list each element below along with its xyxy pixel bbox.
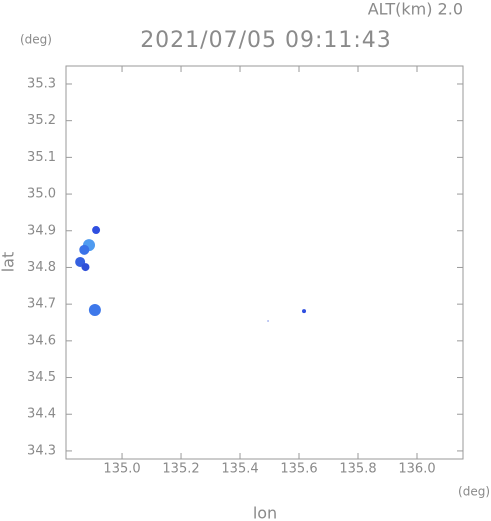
y-tick-label: 34.7 [27, 297, 56, 312]
y-tick-label: 34.6 [27, 333, 56, 348]
y-unit: (deg) [20, 33, 52, 47]
y-tick-label: 35.3 [27, 76, 56, 91]
y-tick-label: 34.3 [27, 443, 56, 458]
y-tick-label: 34.5 [27, 370, 56, 385]
y-tick-label: 34.9 [27, 223, 56, 238]
x-tick-label: 135.0 [103, 462, 140, 477]
x-tick-label: 136.0 [398, 462, 435, 477]
y-tick-label: 35.1 [27, 150, 56, 165]
echo-point [81, 263, 90, 272]
x-tick-label: 135.4 [221, 462, 258, 477]
plot-frame [65, 65, 464, 460]
y-tick-label: 35.0 [27, 187, 56, 202]
echo-point [302, 309, 307, 314]
x-tick-label: 135.6 [280, 462, 317, 477]
echo-point [88, 304, 101, 317]
echo-point [79, 244, 90, 255]
x-unit: (deg) [458, 485, 490, 499]
x-axis-label: lon [253, 504, 277, 521]
chart-title: 2021/07/05 09:11:43 [140, 28, 392, 53]
y-axis-label: lat [0, 252, 18, 273]
echo-point [92, 226, 101, 235]
echo-point [267, 320, 269, 322]
y-tick-label: 34.8 [27, 260, 56, 275]
x-tick-label: 135.2 [162, 462, 199, 477]
y-tick-label: 34.4 [27, 407, 56, 422]
x-tick-label: 135.8 [339, 462, 376, 477]
altitude-label: ALT(km) 2.0 [368, 0, 463, 19]
y-tick-label: 35.2 [27, 113, 56, 128]
